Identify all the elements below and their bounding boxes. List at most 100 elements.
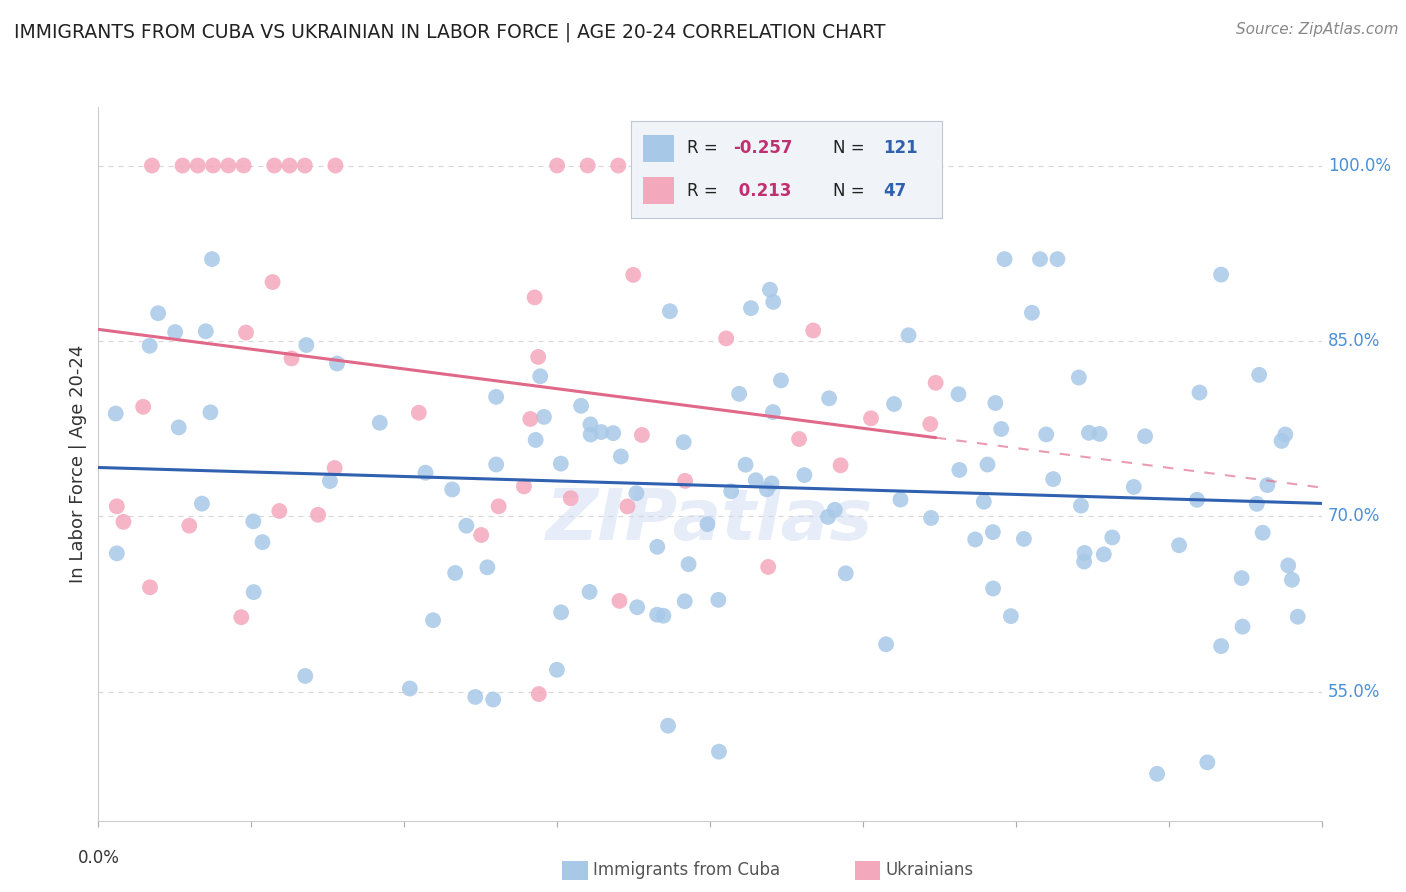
Text: 47: 47 — [883, 182, 907, 200]
Point — [948, 387, 970, 401]
Point — [658, 304, 681, 318]
Point — [533, 409, 555, 424]
Point — [104, 407, 127, 421]
Point — [883, 397, 905, 411]
Text: 0.213: 0.213 — [734, 182, 792, 200]
Point — [1029, 252, 1052, 266]
Point — [652, 608, 675, 623]
Point — [621, 268, 644, 282]
Point — [325, 159, 347, 173]
Text: -0.257: -0.257 — [734, 139, 793, 157]
Point — [576, 159, 599, 173]
Point — [165, 325, 187, 339]
Text: N =: N = — [834, 139, 870, 157]
Point — [415, 466, 437, 480]
Point — [745, 473, 768, 487]
Point — [1133, 429, 1156, 443]
Point — [1073, 555, 1095, 569]
Point — [368, 416, 391, 430]
Point — [672, 435, 695, 450]
Point — [889, 492, 911, 507]
Point — [242, 585, 264, 599]
Point — [294, 669, 316, 683]
Point — [1286, 609, 1309, 624]
Point — [398, 681, 420, 696]
Point — [610, 450, 633, 464]
Point — [167, 420, 190, 434]
Text: N =: N = — [834, 182, 870, 200]
Point — [1035, 427, 1057, 442]
Point — [550, 457, 572, 471]
Text: 85.0%: 85.0% — [1327, 332, 1381, 350]
Point — [762, 405, 785, 419]
Point — [817, 510, 839, 524]
Point — [924, 376, 946, 390]
Point — [485, 458, 508, 472]
Point — [1185, 492, 1208, 507]
Point — [326, 357, 349, 371]
FancyBboxPatch shape — [643, 178, 675, 204]
Point — [678, 557, 700, 571]
Point — [1122, 480, 1144, 494]
Point — [645, 540, 668, 554]
Text: ZIPatlas: ZIPatlas — [547, 486, 873, 556]
Point — [1271, 434, 1294, 448]
Point — [626, 600, 648, 615]
Point — [657, 719, 679, 733]
Point — [830, 458, 852, 473]
Point — [1197, 756, 1219, 770]
Point — [280, 351, 302, 366]
Point — [1230, 571, 1253, 585]
Point — [1092, 547, 1115, 561]
Point — [1256, 478, 1278, 492]
Point — [1000, 609, 1022, 624]
Point — [179, 518, 201, 533]
Point — [1209, 268, 1232, 282]
Point — [818, 392, 841, 406]
Point — [482, 692, 505, 706]
Point — [1281, 573, 1303, 587]
Point — [269, 504, 291, 518]
Point — [202, 159, 225, 173]
Point — [607, 159, 630, 173]
Text: Immigrants from Cuba: Immigrants from Cuba — [593, 861, 780, 879]
Point — [720, 484, 742, 499]
Text: IMMIGRANTS FROM CUBA VS UKRAINIAN IN LABOR FORCE | AGE 20-24 CORRELATION CHART: IMMIGRANTS FROM CUBA VS UKRAINIAN IN LAB… — [14, 22, 886, 42]
Point — [609, 594, 631, 608]
Point — [948, 463, 970, 477]
Text: 70.0%: 70.0% — [1327, 508, 1381, 525]
Point — [897, 328, 920, 343]
Point — [464, 690, 486, 704]
FancyBboxPatch shape — [643, 135, 675, 161]
Point — [307, 508, 329, 522]
Text: 121: 121 — [883, 139, 918, 157]
Point — [252, 535, 274, 549]
Point — [990, 422, 1012, 436]
Point — [1168, 538, 1191, 552]
Point — [1070, 499, 1092, 513]
Point — [1232, 620, 1254, 634]
Point — [835, 566, 858, 581]
Point — [976, 458, 998, 472]
Point — [875, 637, 897, 651]
Point — [217, 159, 239, 173]
Text: 0.0%: 0.0% — [77, 849, 120, 867]
Text: Source: ZipAtlas.com: Source: ZipAtlas.com — [1236, 22, 1399, 37]
Point — [242, 515, 264, 529]
Point — [645, 607, 668, 622]
Point — [920, 511, 942, 525]
Point — [756, 560, 779, 574]
Point — [578, 585, 600, 599]
Point — [139, 580, 162, 594]
Point — [105, 500, 128, 514]
Point — [456, 518, 478, 533]
Point — [519, 412, 541, 426]
Point — [146, 306, 169, 320]
Point — [993, 252, 1015, 266]
Point — [201, 252, 224, 266]
Point — [973, 494, 995, 508]
Point — [172, 159, 194, 173]
Point — [707, 592, 730, 607]
Point — [132, 400, 155, 414]
Point — [477, 560, 499, 574]
